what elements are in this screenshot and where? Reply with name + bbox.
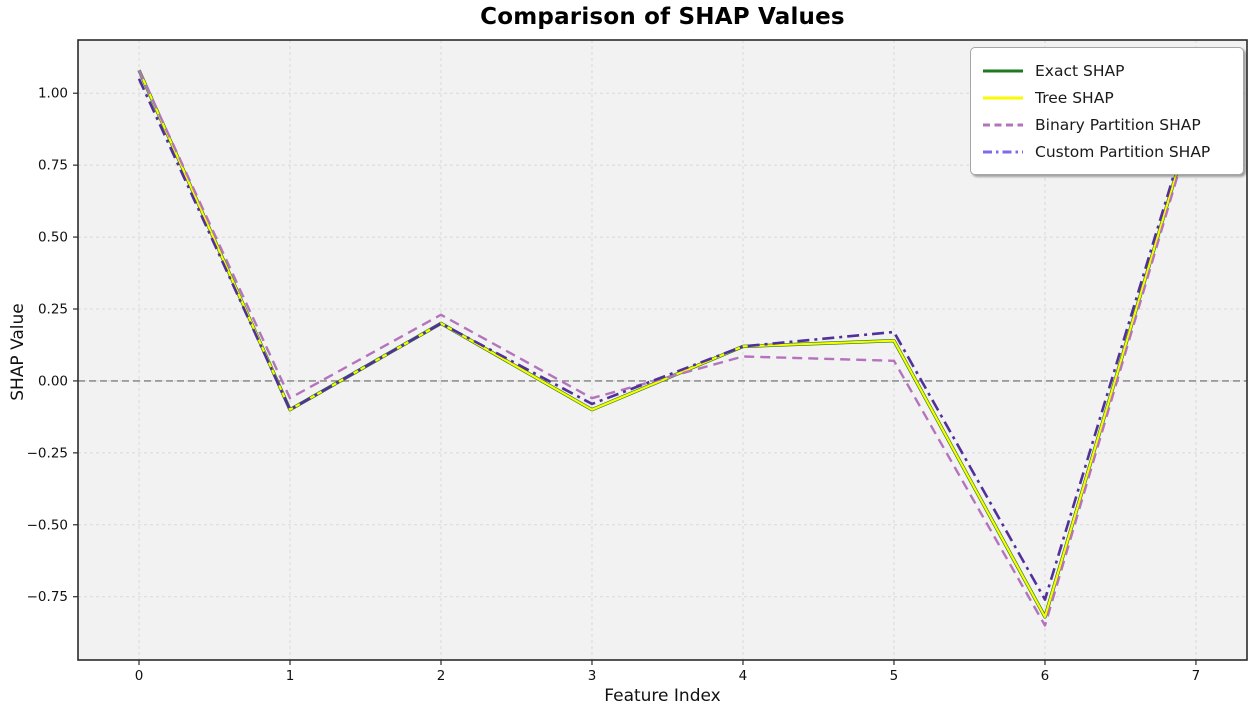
y-axis-label: SHAP Value <box>8 303 28 401</box>
legend-label: Custom Partition SHAP <box>1035 142 1211 161</box>
x-tick-label: 5 <box>890 668 899 684</box>
x-axis-label: Feature Index <box>604 686 721 706</box>
legend-line-sample <box>983 69 1023 72</box>
chart-title: Comparison of SHAP Values <box>480 4 845 30</box>
x-tick-label: 4 <box>739 668 748 684</box>
plot-border <box>77 39 1248 661</box>
x-tick-label: 0 <box>135 668 144 684</box>
series-line-custom-partition-shap <box>137 78 1198 601</box>
legend-line-sample <box>983 123 1023 126</box>
y-tick-label: −0.25 <box>27 445 68 461</box>
y-tick-label: −0.50 <box>27 517 68 533</box>
legend: Exact SHAP Tree SHAP Binary Partition SHAP… <box>970 47 1244 175</box>
y-tick-label: 1.00 <box>38 86 68 102</box>
series-line-binary-partition-shap <box>137 69 1198 627</box>
y-tick-label: 0.50 <box>38 230 68 246</box>
x-tick-label: 3 <box>588 668 597 684</box>
legend-line-sample <box>983 150 1023 153</box>
legend-line-sample <box>983 96 1023 99</box>
legend-item: Custom Partition SHAP <box>983 138 1229 165</box>
x-tick-label: 2 <box>437 668 446 684</box>
legend-item: Exact SHAP <box>983 57 1229 84</box>
legend-item: Tree SHAP <box>983 84 1229 111</box>
y-tick-label: 0.25 <box>38 302 68 318</box>
x-tick-label: 7 <box>1192 668 1201 684</box>
legend-label: Tree SHAP <box>1035 88 1114 107</box>
x-tick-label: 6 <box>1041 668 1050 684</box>
x-tick-label: 1 <box>286 668 295 684</box>
legend-label: Binary Partition SHAP <box>1035 115 1201 134</box>
y-tick-label: 0.75 <box>38 158 68 174</box>
legend-label: Exact SHAP <box>1035 61 1125 80</box>
legend-item: Binary Partition SHAP <box>983 111 1229 138</box>
y-tick-label: 0.00 <box>38 373 68 389</box>
y-tick-label: −0.75 <box>27 589 68 605</box>
